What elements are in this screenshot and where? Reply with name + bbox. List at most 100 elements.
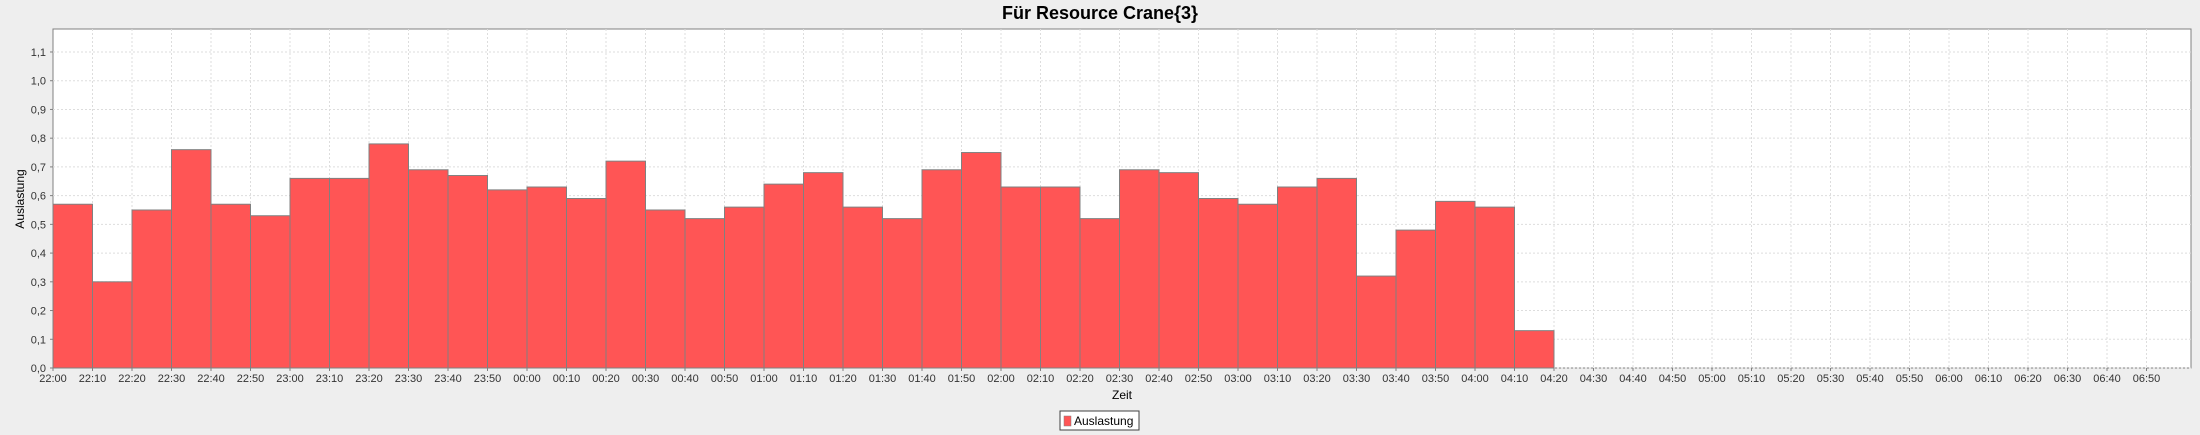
x-tick-label: 02:40 <box>1145 373 1173 385</box>
x-tick-label: 03:40 <box>1382 373 1410 385</box>
x-tick-label: 00:50 <box>711 373 739 385</box>
x-tick-label: 05:10 <box>1738 373 1766 385</box>
x-tick-label: 04:10 <box>1501 373 1529 385</box>
x-tick-label: 23:40 <box>434 373 462 385</box>
bar <box>131 209 172 369</box>
x-tick-label: 00:10 <box>553 373 581 385</box>
x-tick-label: 06:30 <box>2054 373 2082 385</box>
x-tick-label: 03:20 <box>1303 373 1331 385</box>
x-tick-label: 05:00 <box>1698 373 1726 385</box>
y-tick-label: 0,1 <box>31 334 46 346</box>
x-tick-label: 02:20 <box>1066 373 1094 385</box>
x-tick-label: 23:10 <box>316 373 344 385</box>
x-tick-label: 05:40 <box>1856 373 1884 385</box>
y-tick-label: 0,6 <box>31 191 46 203</box>
y-tick-label: 0,4 <box>31 248 46 260</box>
x-tick-label: 23:00 <box>276 373 304 385</box>
legend-box <box>1059 410 1140 431</box>
bar <box>1316 177 1357 369</box>
bar <box>526 186 567 369</box>
x-tick-label: 01:10 <box>790 373 818 385</box>
x-tick-label: 22:40 <box>197 373 225 385</box>
bar <box>684 218 725 369</box>
x-tick-label: 03:50 <box>1422 373 1450 385</box>
bar <box>1119 169 1160 369</box>
bar <box>368 143 409 369</box>
x-tick-label: 04:00 <box>1461 373 1489 385</box>
x-tick-label: 00:40 <box>671 373 699 385</box>
bar <box>250 215 291 369</box>
bar <box>1277 186 1318 369</box>
x-axis-ticks: 22:00 22:10 22:20 22:30 22:40 22:50 23:00 23:10… <box>39 368 2160 385</box>
x-tick-label: 02:00 <box>987 373 1015 385</box>
bar <box>1474 206 1515 369</box>
bar <box>842 206 883 369</box>
x-tick-label: 00:20 <box>592 373 620 385</box>
bar <box>487 189 528 369</box>
x-tick-label: 00:30 <box>632 373 660 385</box>
bar <box>645 209 686 369</box>
legend-swatch-auslastung <box>1063 415 1072 427</box>
bar <box>724 206 765 369</box>
x-tick-label: 05:30 <box>1817 373 1845 385</box>
legend-label-auslastung: Auslastung <box>1074 414 1133 428</box>
x-tick-label: 05:20 <box>1777 373 1805 385</box>
bar <box>1198 198 1239 369</box>
x-tick-label: 02:10 <box>1027 373 1055 385</box>
bar <box>447 175 488 369</box>
x-tick-label: 22:50 <box>237 373 265 385</box>
bar <box>1356 275 1397 369</box>
bar <box>171 149 212 369</box>
x-tick-label: 03:30 <box>1343 373 1371 385</box>
y-tick-label: 0,3 <box>31 277 46 289</box>
bar <box>92 281 133 369</box>
x-tick-label: 04:40 <box>1619 373 1647 385</box>
bar <box>1237 203 1278 369</box>
x-tick-label: 02:30 <box>1106 373 1134 385</box>
x-tick-label: 23:20 <box>355 373 383 385</box>
x-tick-label: 06:20 <box>2014 373 2042 385</box>
y-axis-label: Auslastung <box>13 169 27 228</box>
bar <box>52 203 93 369</box>
y-axis-ticks: 0,0 0,1 0,2 0,3 0,4 0,5 0,6 0,7 0,8 0,9 1,0 1,1 <box>31 47 53 375</box>
bar <box>566 198 607 369</box>
bar <box>1514 330 1555 369</box>
y-tick-label: 0,9 <box>31 104 46 116</box>
bar <box>961 152 1002 369</box>
y-tick-label: 0,0 <box>31 363 46 375</box>
y-tick-label: 0,7 <box>31 162 46 174</box>
x-tick-label: 01:50 <box>948 373 976 385</box>
bar <box>605 160 646 369</box>
y-tick-label: 1,1 <box>31 47 46 59</box>
bars-group <box>52 143 1555 369</box>
y-tick-label: 0,8 <box>31 133 46 145</box>
bar <box>329 177 370 369</box>
x-tick-label: 06:00 <box>1935 373 1963 385</box>
bar <box>1000 186 1041 369</box>
y-tick-label: 1,0 <box>31 76 46 88</box>
bar <box>763 183 804 369</box>
x-tick-label: 01:30 <box>869 373 897 385</box>
y-tick-label: 0,5 <box>31 219 46 231</box>
bar <box>1435 200 1476 369</box>
x-tick-label: 00:00 <box>513 373 541 385</box>
bar <box>289 177 330 369</box>
legend: Auslastung <box>1059 410 1140 431</box>
x-tick-label: 03:10 <box>1264 373 1292 385</box>
x-tick-label: 22:10 <box>79 373 107 385</box>
x-tick-label: 23:50 <box>474 373 502 385</box>
x-tick-label: 22:20 <box>118 373 146 385</box>
bar <box>921 169 962 369</box>
x-tick-label: 01:00 <box>750 373 778 385</box>
x-tick-label: 04:50 <box>1659 373 1687 385</box>
x-tick-label: 04:20 <box>1540 373 1568 385</box>
x-tick-label: 04:30 <box>1580 373 1608 385</box>
x-tick-label: 06:40 <box>2093 373 2121 385</box>
chart-title: Für Resource Crane{3} <box>1002 3 1198 23</box>
x-tick-label: 22:30 <box>158 373 186 385</box>
bar <box>882 218 923 369</box>
y-tick-label: 0,2 <box>31 306 46 318</box>
bar <box>408 169 449 369</box>
